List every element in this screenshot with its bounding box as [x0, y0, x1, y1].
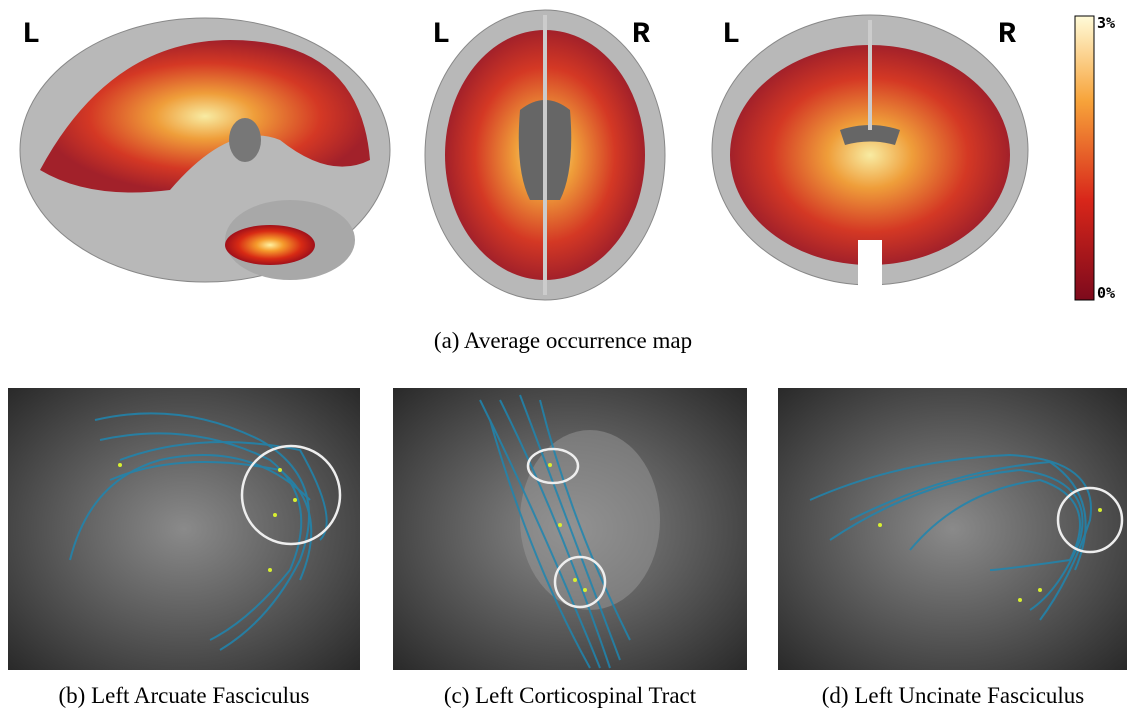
colorbar-min-label: 0%: [1097, 284, 1115, 302]
colorbar-max-label: 3%: [1097, 14, 1115, 32]
orientation-label: L: [722, 18, 740, 52]
orientation-label: R: [998, 18, 1016, 52]
colorbar: 3% 0%: [1074, 14, 1115, 302]
tract-panel: [393, 388, 747, 670]
axial-view: L R: [424, 9, 666, 301]
tract-panel: [8, 388, 360, 670]
coronal-view: L R: [711, 14, 1029, 290]
tract-panel: [778, 388, 1127, 670]
orientation-label: R: [632, 18, 650, 52]
caption: (d) Left Uncinate Fasciculus: [822, 683, 1085, 708]
caption: (c) Left Corticospinal Tract: [444, 683, 697, 708]
orientation-label: L: [22, 18, 40, 52]
sagittal-view: L: [19, 17, 391, 283]
caption: (a) Average occurrence map: [434, 328, 692, 353]
orientation-label: L: [432, 18, 450, 52]
caption: (b) Left Arcuate Fasciculus: [59, 683, 310, 708]
